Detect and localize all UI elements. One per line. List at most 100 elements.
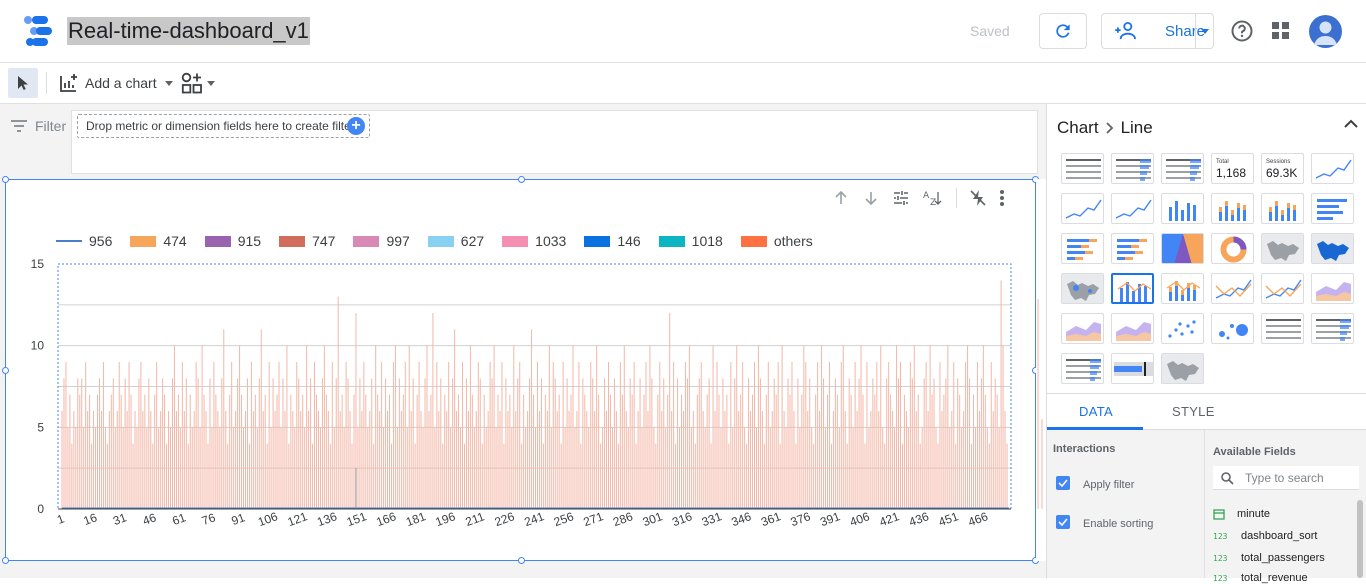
bullet-chart-icon [1114,362,1153,376]
y-tick-label: 5 [37,420,44,434]
checkmark-icon [1058,518,1068,526]
toolbar-divider [46,72,47,94]
smoothed-line-chart-icon [1265,279,1302,299]
add-filter-plus-icon[interactable]: + [347,117,365,135]
refresh-button[interactable] [1039,13,1087,49]
more-vert-icon[interactable] [999,189,1005,207]
data-studio-logo-icon[interactable] [24,16,56,46]
chart-type-tile[interactable] [1061,153,1104,184]
bolt-off-icon[interactable] [969,189,987,207]
chart-type-tile[interactable]: Sessions 69.3K [1261,153,1304,184]
chart-type-tile[interactable] [1211,233,1254,264]
legend-item[interactable]: 915 [204,233,261,249]
chart-type-tile[interactable] [1061,273,1104,304]
treemap-icon [1162,354,1203,383]
share-button[interactable]: Share [1101,13,1214,49]
share-dropdown-icon[interactable] [1201,29,1209,34]
legend-item[interactable]: 1033 [502,233,566,249]
fields-scrollbar[interactable] [1357,500,1363,578]
resize-handle-left[interactable] [2,367,9,374]
legend-item[interactable]: 146 [584,233,641,249]
chart-type-tile[interactable] [1311,153,1354,184]
x-tick-label: 346 [729,509,753,529]
x-tick-label: 16 [82,510,100,528]
legend-item[interactable]: 627 [427,233,484,249]
tab-style[interactable]: STYLE [1172,404,1215,419]
sort-descending-icon[interactable] [862,189,880,207]
chart-type-tile[interactable]: Total 1,168 [1211,153,1254,184]
chart-type-tile[interactable] [1311,313,1354,344]
add-control-button[interactable] [181,72,215,94]
resize-handle-top-left[interactable] [2,176,9,183]
date-field-icon [1213,509,1225,520]
filter-drop-area[interactable]: Drop metric or dimension fields here to … [71,110,1038,174]
x-tick-label: 61 [170,510,188,528]
add-chart-button[interactable]: Add a chart [59,71,173,95]
legend-item[interactable]: 997 [353,233,410,249]
chart-type-tile[interactable] [1211,273,1254,304]
legend-item[interactable]: 1018 [658,233,723,249]
chart-type-tile[interactable] [1311,233,1354,264]
field-name: total_revenue [1241,572,1308,584]
chart-type-tile[interactable] [1311,193,1354,224]
chart-type-tile[interactable] [1211,313,1254,344]
legend-item[interactable]: 747 [279,233,335,249]
report-title[interactable]: Real-time-dashboard_v1 [67,17,310,45]
available-fields-section: Available Fields Type to search minute 1… [1205,430,1366,584]
field-item[interactable]: 123 total_passengers [1213,552,1325,564]
field-item[interactable]: 123 total_revenue [1213,572,1308,584]
user-avatar[interactable] [1309,15,1342,48]
field-item[interactable]: 123 dashboard_sort [1213,530,1317,542]
chart-type-tile[interactable] [1111,193,1154,224]
chart-type-tile[interactable] [1161,233,1204,264]
chart-type-tile[interactable] [1261,273,1304,304]
chart-type-tile[interactable] [1061,193,1104,224]
chart-type-tile[interactable] [1111,353,1154,384]
legend-label: 474 [163,233,187,249]
chart-type-tile[interactable] [1161,153,1204,184]
chart-type-tile[interactable] [1061,313,1104,344]
chart-type-tile[interactable] [1161,313,1204,344]
chart-type-tile[interactable] [1111,153,1154,184]
legend-item[interactable]: 956 [56,233,112,249]
chart-type-tile[interactable] [1261,193,1304,224]
select-tool-button[interactable] [8,68,38,98]
apps-grid-icon[interactable] [1272,22,1290,40]
chart-type-tile[interactable] [1061,233,1104,264]
sort-az-icon[interactable]: A Z [922,189,944,207]
chart-type-tile[interactable] [1111,233,1154,264]
line-chart-component[interactable]: A Z 956 474 915 747 997 627 1033 146 1018 others … [2,176,1039,564]
chart-type-tile[interactable] [1161,353,1204,384]
field-item[interactable]: minute [1213,508,1270,520]
bubble-chart-icon [1219,324,1248,340]
legend-item[interactable]: 474 [130,233,187,249]
pivot-table-bars-icon [1316,319,1351,341]
chart-type-tile[interactable] [1161,273,1204,304]
x-tick-label: 211 [464,509,487,529]
legend-label: others [773,233,813,249]
resize-handle-bottom-left[interactable] [2,557,9,564]
chart-type-tile[interactable] [1261,313,1304,344]
chevron-up-icon[interactable] [1343,118,1359,130]
filter-drop-zone[interactable]: Drop metric or dimension fields here to … [77,114,370,138]
legend-swatch [658,235,685,247]
apply-filter-checkbox[interactable] [1056,476,1070,490]
chart-type-tile[interactable] [1311,273,1354,304]
tune-sliders-icon[interactable] [892,189,910,207]
legend-item[interactable]: others [740,233,813,249]
chart-type-tile[interactable] [1111,313,1154,344]
sort-ascending-icon[interactable] [832,189,850,207]
chart-type-tile[interactable] [1111,273,1154,304]
enable-sorting-checkbox[interactable] [1056,515,1070,529]
resize-handle-bottom[interactable] [518,557,525,564]
resize-handle-top[interactable] [518,176,525,183]
chart-type-tile[interactable] [1211,193,1254,224]
x-tick-label: 136 [315,509,339,529]
tab-data[interactable]: DATA [1079,404,1113,419]
chart-type-tile[interactable] [1261,233,1304,264]
chart-type-tile[interactable] [1061,353,1104,384]
help-icon[interactable] [1230,19,1254,43]
chart-type-tile[interactable] [1161,193,1204,224]
field-search-input[interactable]: Type to search [1213,466,1359,490]
numeric-field-icon: 123 [1213,573,1228,583]
